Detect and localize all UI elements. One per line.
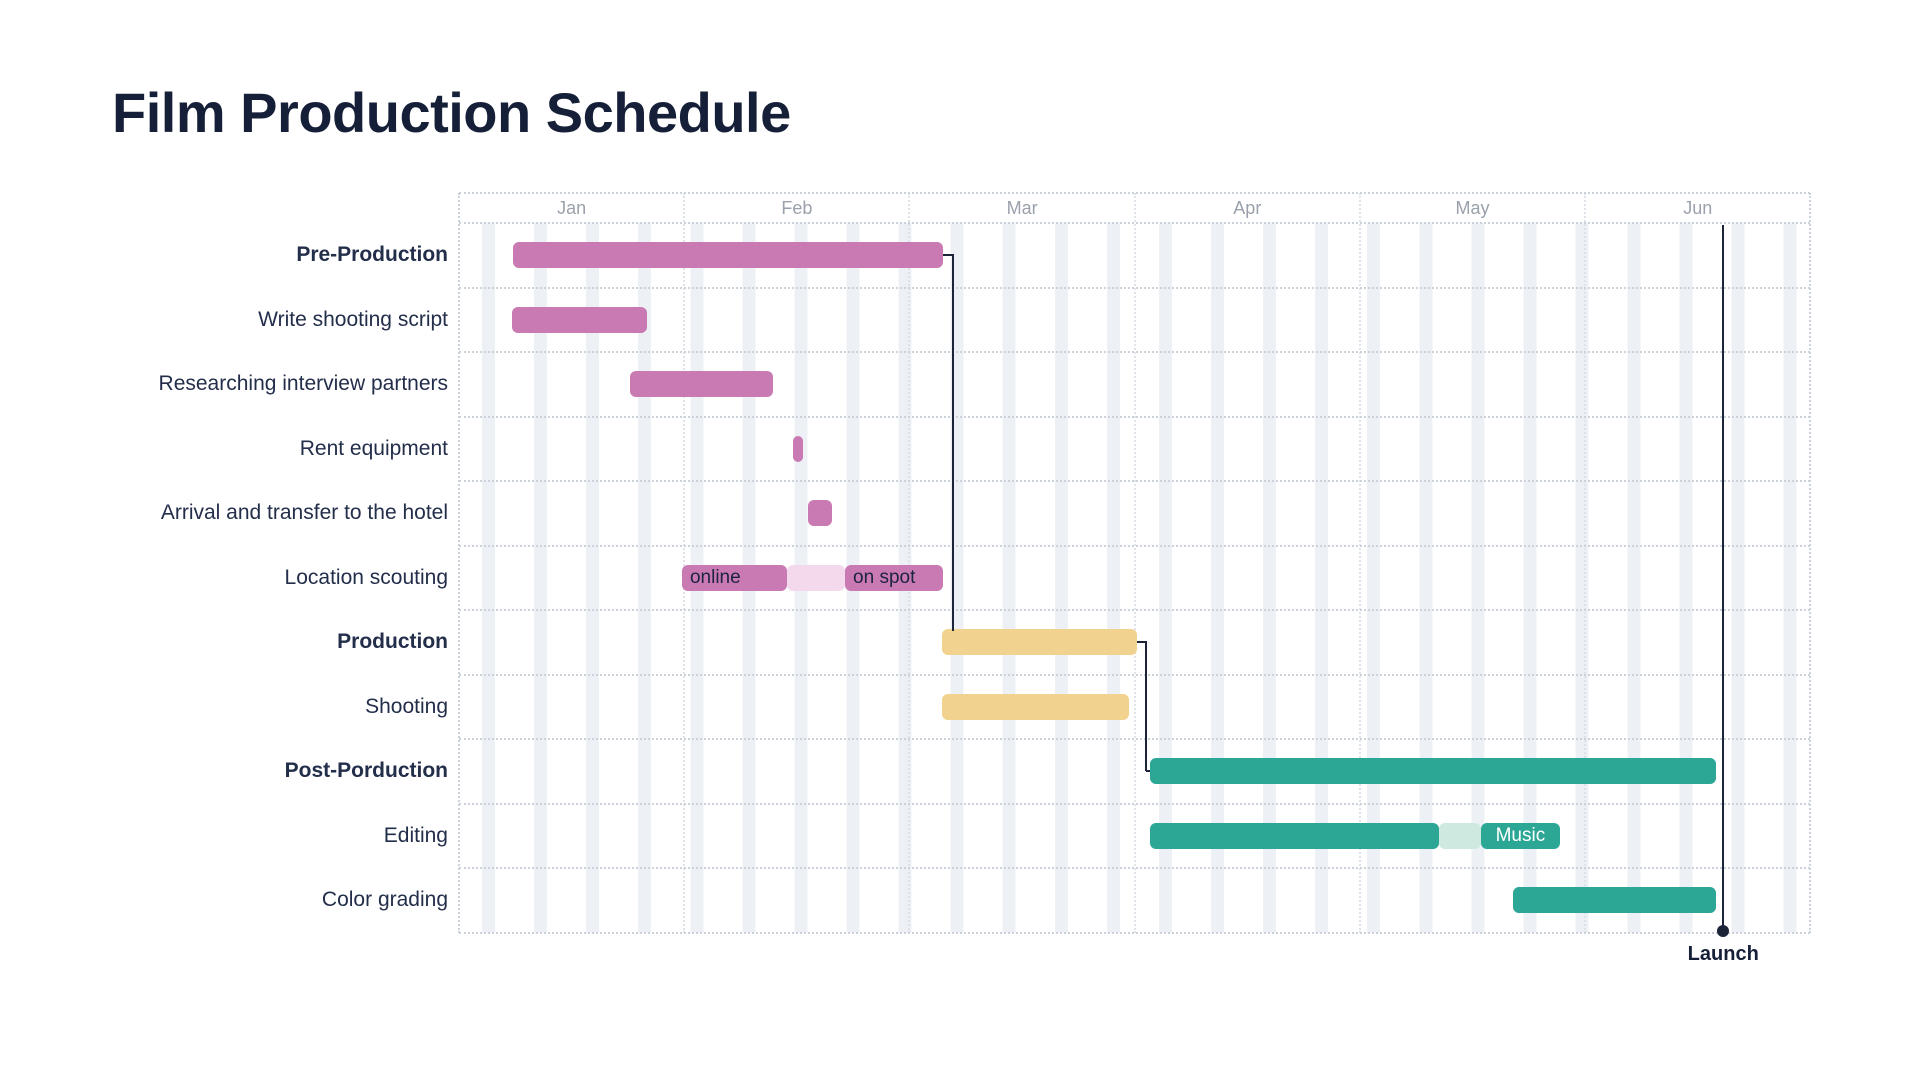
gantt-bar[interactable]: Music — [1480, 822, 1560, 849]
bar-segment-label: online — [689, 566, 741, 588]
gantt-bar[interactable]: on spot — [845, 564, 944, 591]
connector-line — [1144, 641, 1147, 772]
month-label: Mar — [1006, 198, 1038, 218]
grid-line-horizontal — [459, 544, 1811, 547]
grid-line-horizontal — [459, 673, 1811, 676]
task-label: Researching interview partners — [158, 372, 448, 396]
task-label: Arrival and transfer to the hotel — [160, 501, 448, 525]
connector-line — [1145, 770, 1150, 773]
month-label: Jun — [1683, 198, 1713, 218]
grid-line-horizontal — [459, 351, 1811, 353]
gantt-bar[interactable] — [1150, 822, 1439, 849]
month-label: Jan — [557, 198, 587, 218]
task-label: Rent equipment — [299, 436, 448, 460]
page-title: Film Production Schedule — [112, 81, 791, 144]
grid-line-horizontal — [459, 222, 1811, 224]
connector-line — [943, 254, 954, 257]
gantt-bar[interactable] — [941, 629, 1137, 656]
gantt-bar[interactable] — [629, 371, 773, 398]
gantt-bar[interactable] — [793, 435, 803, 462]
milestone-line — [1722, 225, 1725, 931]
task-label: Write shooting script — [258, 307, 448, 331]
bar-segment-label: Music — [1495, 824, 1546, 846]
gantt-bar[interactable] — [786, 564, 846, 591]
grid-line-vertical — [1133, 193, 1136, 933]
gantt-bar[interactable] — [1512, 887, 1717, 914]
task-label: Production — [337, 630, 448, 654]
grid-line-vertical — [1809, 193, 1812, 933]
grid-line-vertical — [1358, 193, 1361, 933]
grid-line-vertical — [908, 193, 911, 933]
grid-line-vertical — [1584, 193, 1587, 933]
grid-line-horizontal — [459, 415, 1811, 418]
grid-line-horizontal — [459, 867, 1811, 869]
task-label: Pre-Production — [296, 243, 448, 267]
launch-milestone-dot[interactable] — [1717, 924, 1730, 937]
connector-line — [952, 254, 955, 632]
bar-segment-label: on spot — [853, 566, 916, 588]
gantt-bar[interactable] — [1438, 822, 1481, 849]
gantt-bar[interactable] — [941, 693, 1130, 720]
gantt-bar[interactable]: online — [681, 564, 787, 591]
month-label: Feb — [781, 198, 813, 218]
month-label: May — [1455, 198, 1490, 218]
task-label: Shooting — [365, 694, 448, 718]
gantt-bar[interactable] — [511, 306, 648, 333]
month-label: Apr — [1233, 198, 1262, 218]
connector-line — [1136, 641, 1146, 644]
grid-line-horizontal — [459, 480, 1811, 482]
task-label: Color grading — [321, 888, 448, 912]
launch-label: Launch — [1687, 942, 1759, 965]
grid-line-horizontal — [459, 802, 1811, 805]
gantt-bar[interactable] — [807, 500, 832, 527]
grid-line-vertical — [683, 193, 686, 933]
grid-line-horizontal — [459, 192, 1811, 194]
grid-line-vertical — [458, 193, 460, 933]
grid-line-horizontal — [459, 931, 1811, 934]
task-label: Post-Porduction — [284, 759, 448, 783]
grid-line-horizontal — [459, 609, 1811, 611]
gantt-bar[interactable] — [513, 242, 944, 269]
grid-line-horizontal — [459, 286, 1811, 289]
grid-line-horizontal — [459, 738, 1811, 740]
task-label: Location scouting — [284, 565, 448, 589]
gantt-bar[interactable] — [1150, 758, 1717, 785]
task-label: Editing — [383, 823, 448, 847]
